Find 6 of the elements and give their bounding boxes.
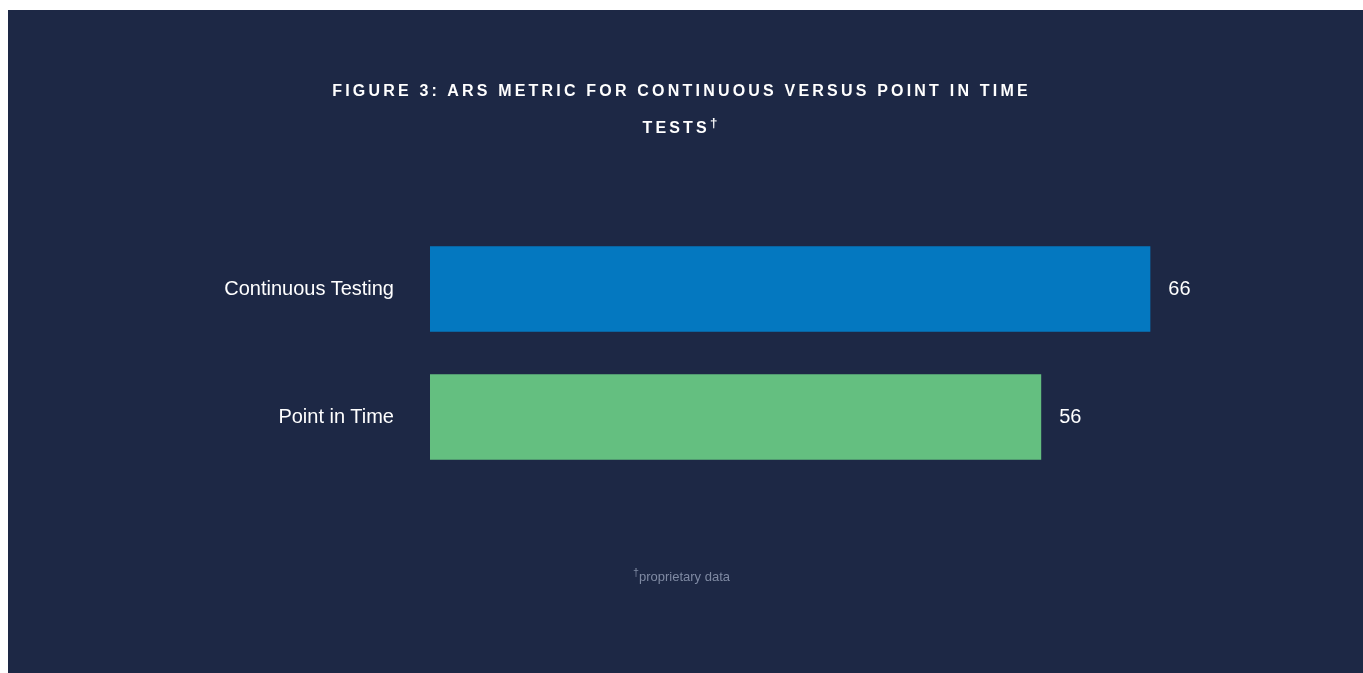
y-tick-label: Point in Time — [278, 404, 394, 427]
data-label: 66 — [1168, 276, 1191, 299]
chart-title: FIGURE 3: ARS METRIC FOR CONTINUOUS VERSUS POINT IN TIME TESTS$^{†}$ — [332, 82, 1031, 137]
text: $^{†}$proprietary data — [631, 566, 732, 585]
y-tick-label: Continuous Testing — [224, 276, 394, 299]
data-label: 56 — [1059, 404, 1082, 427]
